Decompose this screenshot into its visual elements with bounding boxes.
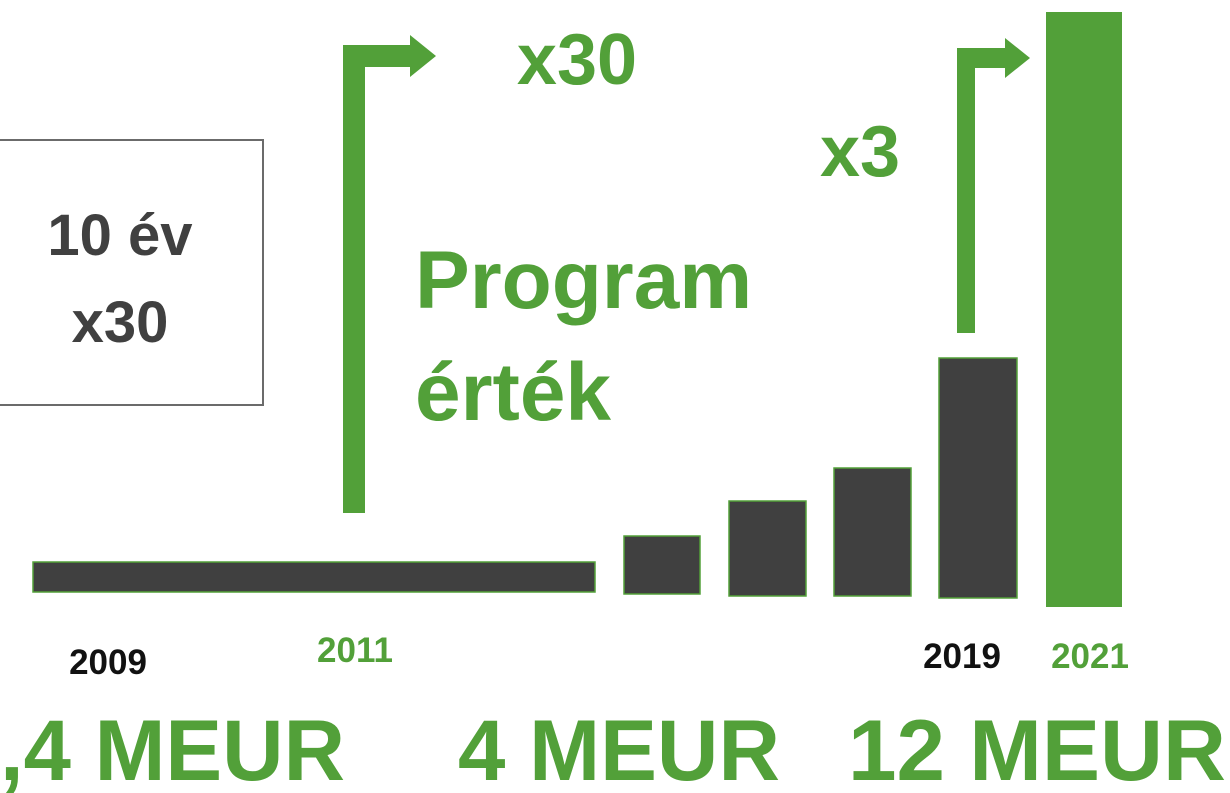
year-label: 2021 [1051, 637, 1129, 676]
bar [833, 467, 912, 597]
label-line: érték [415, 347, 611, 438]
year-label: 2019 [923, 637, 1001, 676]
box-line: 10 év [47, 203, 192, 268]
amount-label: 12 MEUR [848, 703, 1226, 793]
label-line: Program [415, 235, 752, 326]
bar [1046, 12, 1122, 607]
amount-label: ,4 MEUR [0, 703, 345, 793]
bar [32, 561, 596, 593]
bar [938, 357, 1018, 599]
growth-arrow [957, 38, 1030, 333]
growth-label: x30 [517, 20, 637, 100]
growth-label: x3 [820, 112, 900, 192]
amount-label: 4 MEUR [458, 703, 780, 793]
year-label: 2009 [69, 643, 147, 682]
growth-arrow [343, 35, 436, 513]
box-line: x30 [72, 290, 169, 355]
year-label: 2011 [317, 631, 393, 670]
summary-box [0, 139, 264, 406]
bar [623, 535, 701, 595]
bar [728, 500, 807, 597]
